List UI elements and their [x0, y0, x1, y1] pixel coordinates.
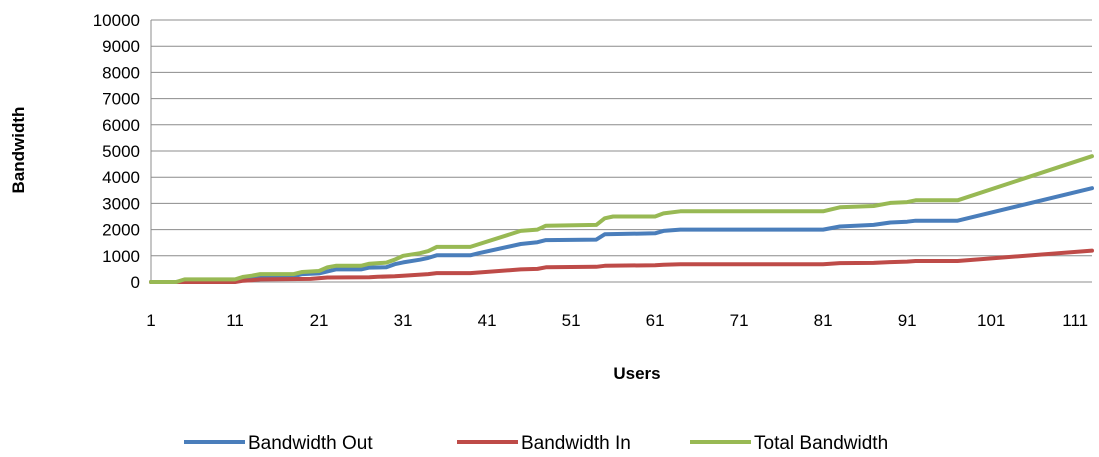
x-tick-label: 21 — [310, 311, 329, 330]
y-tick-label: 3000 — [102, 194, 140, 213]
legend-item: Bandwidth In — [457, 433, 631, 454]
y-tick-label: 0 — [131, 273, 140, 292]
series-line-2 — [149, 248, 1094, 284]
x-tick-label: 71 — [730, 311, 749, 330]
x-tick-label: 111 — [1062, 311, 1088, 330]
y-tick-label: 9000 — [102, 37, 140, 56]
legend-label: Total Bandwidth — [754, 433, 888, 454]
y-tick-label: 6000 — [102, 116, 140, 135]
y-tick-label: 2000 — [102, 221, 140, 240]
x-tick-label: 91 — [898, 311, 917, 330]
x-tick-label: 41 — [478, 311, 497, 330]
y-tick-label: 4000 — [102, 168, 140, 187]
y-axis-ticks: 0 1000 2000 3000 4000 5000 6000 7000 8000 9000 100… — [93, 11, 140, 292]
x-axis-ticks: 1 11 21 31 41 51 61 71 81 91 101 111 — [146, 311, 1088, 330]
x-tick-label: 11 — [226, 311, 244, 330]
gridlines — [150, 19, 1092, 283]
y-tick-label: 1000 — [102, 247, 140, 266]
legend: Bandwidth Out Bandwidth In Total Bandwidth — [184, 433, 888, 454]
series-line-1 — [149, 186, 1094, 284]
x-tick-label: 51 — [562, 311, 581, 330]
x-tick-label: 61 — [646, 311, 665, 330]
legend-item: Total Bandwidth — [690, 433, 888, 454]
legend-label: Bandwidth In — [521, 433, 631, 454]
x-tick-label: 81 — [814, 311, 833, 330]
legend-item: Bandwidth Out — [184, 433, 373, 454]
y-tick-label: 10000 — [93, 11, 140, 30]
series-lines — [149, 154, 1094, 284]
y-tick-label: 5000 — [102, 142, 140, 161]
x-tick-label: 31 — [394, 311, 413, 330]
y-axis-title: Bandwidth — [9, 107, 28, 194]
x-tick-label: 101 — [977, 311, 1005, 330]
y-tick-label: 7000 — [102, 90, 140, 109]
series-line-3 — [149, 154, 1094, 284]
legend-label: Bandwidth Out — [248, 433, 373, 454]
x-axis-title: Users — [613, 364, 660, 383]
x-tick-label: 1 — [146, 311, 155, 330]
y-tick-label: 8000 — [102, 63, 140, 82]
